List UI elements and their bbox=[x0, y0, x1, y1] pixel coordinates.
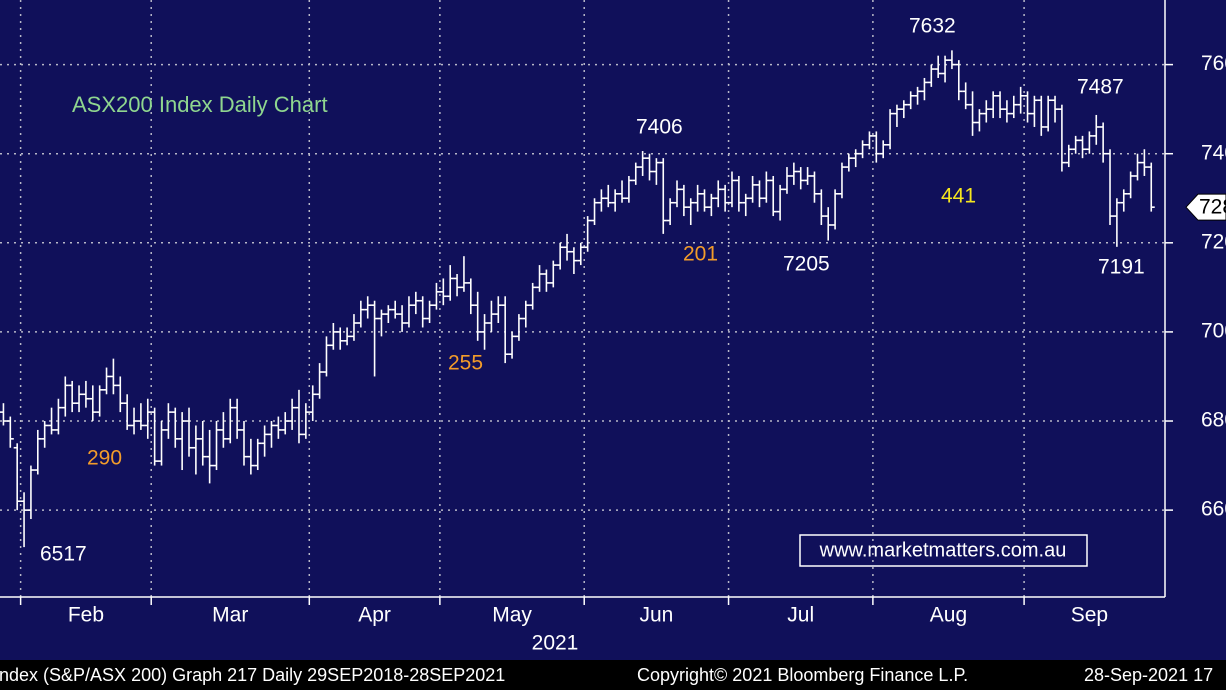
x-tick-label: Apr bbox=[358, 604, 391, 627]
y-tick-label: 7200 bbox=[1201, 230, 1226, 253]
y-tick-label: 7000 bbox=[1201, 319, 1226, 342]
annotation: 201 bbox=[683, 243, 718, 266]
x-tick-label: Feb bbox=[68, 604, 104, 627]
last-price-box bbox=[1185, 193, 1226, 221]
annotation: 255 bbox=[448, 352, 483, 375]
annotation: 6517 bbox=[40, 543, 87, 566]
chart-title: ASX200 Index Daily Chart bbox=[72, 92, 328, 117]
annotation: 7632 bbox=[909, 15, 956, 38]
y-tick-label: 6800 bbox=[1201, 409, 1226, 432]
background bbox=[0, 0, 1226, 660]
y-tick-label: 7400 bbox=[1201, 141, 1226, 164]
y-tick-label: 7600 bbox=[1201, 52, 1226, 75]
year-label: 2021 bbox=[532, 632, 579, 655]
annotation: 290 bbox=[87, 447, 122, 470]
annotation: 441 bbox=[941, 185, 976, 208]
footer-right: 28-Sep-2021 17 bbox=[1084, 665, 1213, 685]
x-tick-label: Jun bbox=[639, 604, 673, 627]
x-tick-label: Sep bbox=[1071, 604, 1108, 627]
footer-band bbox=[0, 660, 1226, 690]
footer-center: Copyright© 2021 Bloomberg Finance L.P. bbox=[637, 665, 968, 685]
annotation: 7406 bbox=[636, 116, 683, 139]
grid bbox=[0, 0, 1165, 597]
watermark-box bbox=[799, 534, 1088, 567]
y-tick-label: 6600 bbox=[1201, 498, 1226, 521]
bars bbox=[0, 50, 1155, 548]
x-tick-label: Jul bbox=[787, 604, 814, 627]
annotation: 7205 bbox=[783, 253, 830, 276]
x-tick-label: Mar bbox=[212, 604, 248, 627]
footer-left: Index (S&P/ASX 200) Graph 217 Daily 29SE… bbox=[0, 665, 505, 685]
last-price-label: 7280 bbox=[1199, 196, 1226, 219]
watermark: www.marketmatters.com.au bbox=[819, 539, 1067, 561]
annotation: 7191 bbox=[1098, 256, 1145, 279]
x-tick-label: Aug bbox=[930, 604, 967, 627]
x-tick-label: May bbox=[492, 604, 532, 627]
annotation: 7487 bbox=[1077, 76, 1124, 99]
